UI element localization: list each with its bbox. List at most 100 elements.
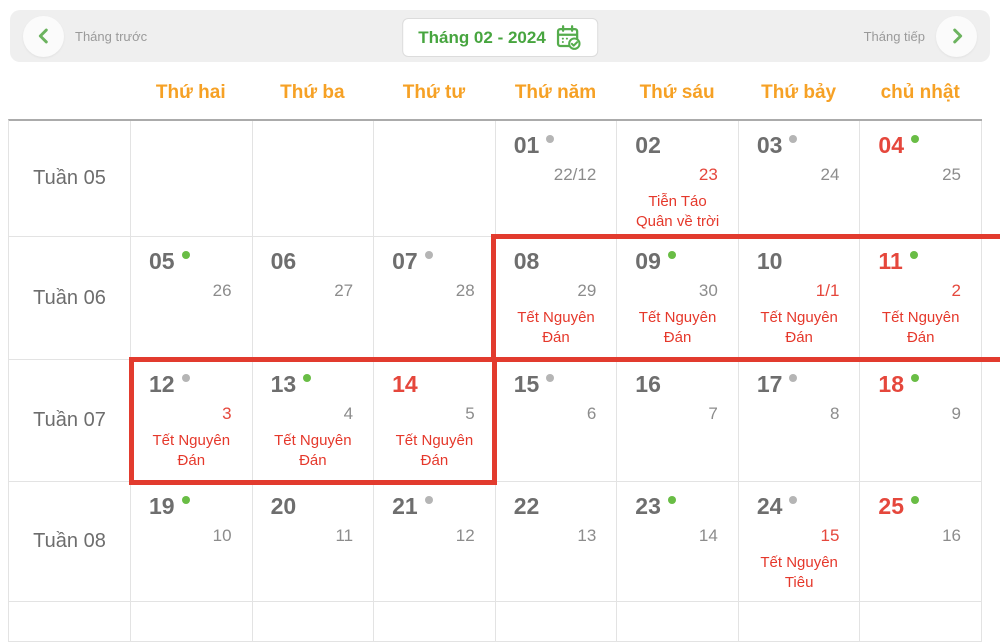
day-cell-05[interactable]: 05 26 xyxy=(131,237,253,360)
gray-status-dot-icon xyxy=(424,251,433,259)
lunar-day-number: 15 xyxy=(820,526,840,545)
day-number-row: 08 xyxy=(496,237,617,273)
day-number-row: 11 xyxy=(860,237,981,273)
day-cell-24[interactable]: 24 15 Tết Nguyên Tiêu xyxy=(738,482,861,602)
day-number-row: 17 xyxy=(739,360,860,396)
day-number-row: 14 xyxy=(374,360,495,396)
day-cell-21[interactable]: 21 12 xyxy=(374,482,496,602)
day-cell-19[interactable]: 19 10 xyxy=(131,482,253,602)
week-label: Tuần 07 xyxy=(9,360,131,482)
lunar-day-number: 23 xyxy=(698,165,718,184)
day-cell-partial xyxy=(131,602,253,642)
day-cell-partial xyxy=(738,602,861,642)
day-number-row: 22 xyxy=(496,482,617,518)
green-status-dot-icon xyxy=(303,374,312,382)
day-cell-empty xyxy=(131,121,253,237)
lunar-calendar-app: { "toolbar": { "prev_label": "Tháng trướ… xyxy=(8,10,1000,642)
day-number-row: 16 xyxy=(617,360,738,396)
chevron-left-icon xyxy=(33,25,55,47)
day-cell-10[interactable]: 10 1/1 Tết Nguyên Đán xyxy=(738,237,861,360)
day-cell-partial xyxy=(252,602,375,642)
lunar-day-number: 1/1 xyxy=(815,281,840,300)
day-cell-06[interactable]: 06 27 xyxy=(252,237,375,360)
day-cell-25[interactable]: 25 16 xyxy=(860,482,982,602)
day-cell-09[interactable]: 09 30 Tết Nguyên Đán xyxy=(617,237,739,360)
day-cell-15[interactable]: 15 6 xyxy=(495,360,618,482)
day-number-row: 12 xyxy=(131,360,252,396)
day-cell-14[interactable]: 14 5 Tết Nguyên Đán xyxy=(374,360,496,482)
prev-month-button[interactable] xyxy=(23,15,64,57)
holiday-label: Tết Nguyên Đán xyxy=(881,309,960,347)
day-cell-04[interactable]: 04 25 xyxy=(860,121,982,237)
day-number-row: 05 xyxy=(131,237,252,273)
gray-status-dot-icon xyxy=(789,374,798,382)
green-status-dot-icon xyxy=(181,496,190,504)
day-cell-17[interactable]: 17 8 xyxy=(738,360,861,482)
weekday-header-spacer xyxy=(8,82,130,113)
solar-day-number: 17 xyxy=(756,371,783,397)
lunar-day-number: 3 xyxy=(222,404,232,423)
current-month-label: Tháng 02 - 2024 xyxy=(418,27,546,47)
gray-status-dot-icon xyxy=(546,374,555,382)
lunar-day-number: 12 xyxy=(455,526,475,545)
lunar-day-number: 14 xyxy=(698,526,718,545)
green-status-dot-icon xyxy=(667,251,676,259)
lunar-day-number: 24 xyxy=(820,165,840,184)
lunar-day-number: 25 xyxy=(942,165,961,184)
day-cell-empty xyxy=(374,121,496,237)
day-cell-01[interactable]: 01 22/12 xyxy=(495,121,618,237)
day-number-row: 18 xyxy=(860,360,981,396)
lunar-day-number: 9 xyxy=(951,404,961,423)
day-cell-22[interactable]: 22 13 xyxy=(495,482,618,602)
solar-day-number: 06 xyxy=(270,248,297,274)
day-number-row: 20 xyxy=(253,482,374,518)
holiday-label: Tết Nguyên Đán xyxy=(395,432,474,470)
next-month-button[interactable] xyxy=(936,15,977,57)
weekday-header-fri: Thứ sáu xyxy=(639,82,715,103)
day-cell-03[interactable]: 03 24 xyxy=(738,121,861,237)
solar-day-number: 03 xyxy=(756,132,783,158)
solar-day-number: 21 xyxy=(392,493,418,519)
green-status-dot-icon xyxy=(909,251,918,259)
solar-day-number: 20 xyxy=(270,493,297,519)
day-number-row: 24 xyxy=(739,482,860,518)
month-picker-button[interactable]: Tháng 02 - 2024 xyxy=(402,18,598,57)
gray-status-dot-icon xyxy=(789,496,798,504)
day-cell-11[interactable]: 11 2 Tết Nguyên Đán xyxy=(860,237,982,360)
solar-day-number: 19 xyxy=(149,493,175,519)
calendar-grid: Tuần 05 01 22/12 02 23 Tiễn Táo Quân về trời 0… xyxy=(8,119,982,642)
lunar-day-number: 27 xyxy=(334,281,354,300)
solar-day-number: 12 xyxy=(149,371,175,397)
holiday-label: Tết Nguyên Đán xyxy=(517,309,595,347)
next-month-label: Tháng tiếp xyxy=(863,28,925,44)
day-cell-13[interactable]: 13 4 Tết Nguyên Đán xyxy=(252,360,375,482)
gray-status-dot-icon xyxy=(789,135,798,143)
solar-day-number: 01 xyxy=(513,132,540,158)
day-cell-08[interactable]: 08 29 Tết Nguyên Đán xyxy=(495,237,618,360)
weekday-header-thu: Thứ năm xyxy=(514,82,597,103)
day-cell-23[interactable]: 23 14 xyxy=(617,482,739,602)
solar-day-number: 16 xyxy=(635,371,661,397)
prev-month-label: Tháng trước xyxy=(75,28,148,44)
gray-status-dot-icon xyxy=(546,135,555,143)
day-cell-18[interactable]: 18 9 xyxy=(860,360,982,482)
day-number-row: 13 xyxy=(253,360,374,396)
week-label: Tuần 08 xyxy=(9,482,131,602)
day-number-row: 01 xyxy=(496,121,617,157)
chevron-right-icon xyxy=(946,25,968,47)
day-cell-empty xyxy=(252,121,375,237)
day-cell-12[interactable]: 12 3 Tết Nguyên Đán xyxy=(131,360,253,482)
day-cell-07[interactable]: 07 28 xyxy=(374,237,496,360)
solar-day-number: 04 xyxy=(878,132,905,158)
weekday-header-row: Thứ hai Thứ ba Thứ tư Thứ năm Thứ sáu Th… xyxy=(8,82,981,113)
day-cell-16[interactable]: 16 7 xyxy=(617,360,739,482)
lunar-day-number: 6 xyxy=(586,404,597,423)
lunar-day-number: 13 xyxy=(577,526,597,545)
gray-status-dot-icon xyxy=(181,374,190,382)
lunar-day-number: 29 xyxy=(577,281,597,300)
day-cell-02[interactable]: 02 23 Tiễn Táo Quân về trời xyxy=(617,121,739,237)
day-cell-20[interactable]: 20 11 xyxy=(252,482,375,602)
solar-day-number: 02 xyxy=(635,132,661,158)
day-number-row: 15 xyxy=(496,360,617,396)
day-cell-partial xyxy=(860,602,982,642)
